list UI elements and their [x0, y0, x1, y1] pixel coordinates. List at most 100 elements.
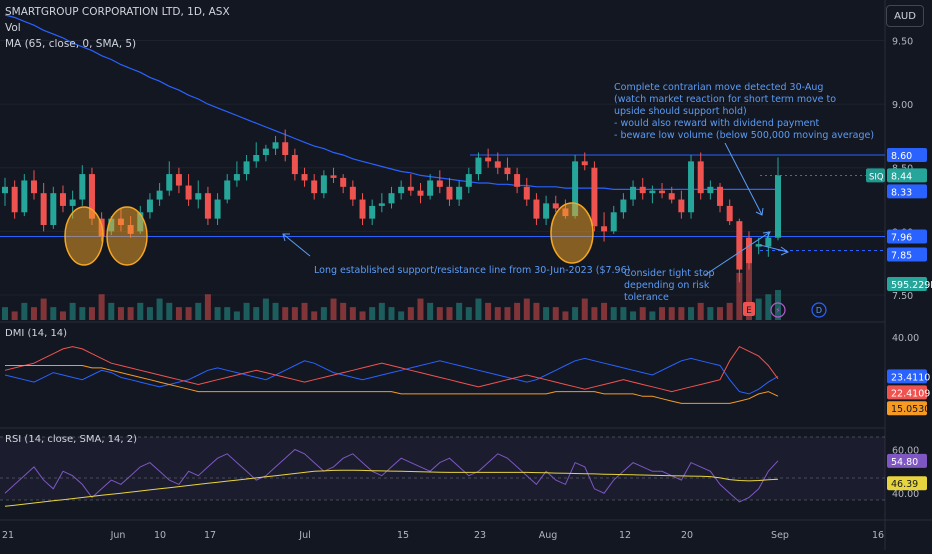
candle-body	[427, 180, 434, 196]
value-tags: 8.60 8.44 8.33 7.96 7.85 595.229K SIQ 23.4110 22…	[866, 148, 932, 491]
candle-body	[601, 226, 608, 232]
annotation-arrows	[282, 142, 790, 276]
candle-body	[630, 186, 637, 200]
lightning-icon[interactable]	[770, 302, 786, 318]
candle-body	[688, 161, 695, 213]
candle-body	[456, 186, 463, 200]
projection-arrow-head	[780, 246, 790, 256]
volume-bar	[262, 298, 269, 320]
lightning-glyph: ⚡	[775, 306, 781, 315]
volume-bar	[243, 302, 250, 320]
candle-body	[543, 203, 550, 219]
symbol-tag: SIQ	[869, 172, 884, 182]
volume-bar	[523, 298, 530, 320]
volume-bar	[552, 307, 559, 320]
candle-body	[494, 161, 501, 168]
candle-body	[755, 244, 762, 247]
candle-body	[88, 174, 95, 219]
volume-bar	[707, 307, 714, 320]
candle-body	[175, 174, 182, 186]
volume-bar	[659, 307, 666, 320]
candle-body	[204, 193, 211, 219]
candle-body	[233, 174, 240, 181]
moving-average	[4, 14, 778, 190]
contrarian-line-1: Complete contrarian move detected 30-Aug	[614, 82, 823, 93]
volume-bar	[581, 298, 588, 320]
time-tick-label: 16	[872, 530, 884, 541]
volume-bar	[446, 307, 453, 320]
time-axis[interactable]: 21 Jun 10 17 Jul 15 23 Aug 12 20 Sep 16	[2, 530, 884, 541]
candle-body	[272, 142, 279, 149]
tag-volume: 595.229K	[891, 280, 932, 291]
time-tick-label: 21	[2, 530, 14, 541]
dmi-title: DMI (14, 14)	[5, 328, 67, 339]
candle-body	[330, 175, 337, 178]
rsi-title: RSI (14, close, SMA, 14, 2)	[5, 434, 137, 445]
earnings-marker[interactable]	[743, 302, 755, 316]
volume-bar	[494, 307, 501, 320]
candle-body	[378, 203, 385, 206]
tag-adx-bg	[887, 401, 927, 416]
event-markers[interactable]: E ⚡ D	[743, 302, 827, 318]
volume-bar	[369, 307, 376, 320]
candle-body	[775, 175, 781, 238]
volume-bar	[11, 311, 18, 320]
tag-resistance: 8.60	[891, 151, 912, 162]
candle-body	[697, 161, 704, 194]
volume-bar	[50, 307, 57, 320]
volume-bar	[562, 311, 569, 320]
volume-bar	[59, 311, 66, 320]
candle-body	[69, 199, 76, 206]
volume-bar	[30, 307, 37, 320]
highlight-circles	[64, 202, 594, 266]
volume-bar	[214, 307, 221, 320]
tag-stop-bg	[887, 247, 927, 262]
candle-body	[581, 161, 588, 166]
time-tick-label: Jun	[110, 530, 126, 541]
volume-bar	[108, 302, 115, 320]
contrarian-arrow	[724, 142, 763, 216]
volume-bar	[601, 302, 608, 320]
volume-bar	[69, 302, 76, 320]
candle-body	[59, 193, 66, 206]
stop-line-2: depending on risk	[624, 280, 710, 291]
tag-resistance-bg	[887, 148, 927, 162]
tag-rsi-ma-bg	[887, 476, 927, 491]
volume-bar	[765, 294, 772, 320]
volume-bar	[378, 302, 385, 320]
volume-bar	[175, 307, 182, 320]
volume-bar	[688, 307, 695, 320]
volume-bar	[678, 307, 685, 320]
dmi-lines	[4, 345, 779, 404]
time-tick-label: 15	[397, 530, 409, 541]
candle-body	[717, 186, 724, 206]
candle-body	[195, 193, 202, 200]
candle-body	[475, 157, 482, 175]
time-tick-label: Aug	[539, 530, 558, 541]
candle-body	[668, 193, 675, 200]
dividend-marker[interactable]	[811, 302, 827, 318]
time-tick-label: 17	[204, 530, 216, 541]
candle-body	[678, 199, 685, 213]
volume-bar	[649, 311, 656, 320]
candle-body	[320, 175, 327, 194]
annotation-texts: Complete contrarian move detected 30-Aug…	[314, 82, 874, 303]
symbol-tag-bg	[866, 168, 885, 183]
tag-last-price-bg	[887, 168, 927, 183]
volume-bar	[726, 302, 733, 320]
price-tick-label: 7.50	[892, 291, 913, 302]
volume-bar	[272, 302, 279, 320]
tag-support: 7.96	[891, 232, 912, 243]
rsi-ma-line	[4, 469, 779, 507]
dmi-plus-line	[4, 357, 779, 395]
tag-rsi-bg	[887, 453, 927, 468]
candle-body	[572, 161, 579, 217]
tag-volume-bg	[887, 277, 927, 291]
volume-bar	[755, 298, 762, 320]
volume-bar	[79, 307, 86, 320]
currency-button[interactable]: AUD	[886, 5, 924, 27]
dividend-marker-label: D	[816, 306, 822, 315]
contrarian-line-2: (watch market reaction for short term mo…	[614, 94, 836, 105]
